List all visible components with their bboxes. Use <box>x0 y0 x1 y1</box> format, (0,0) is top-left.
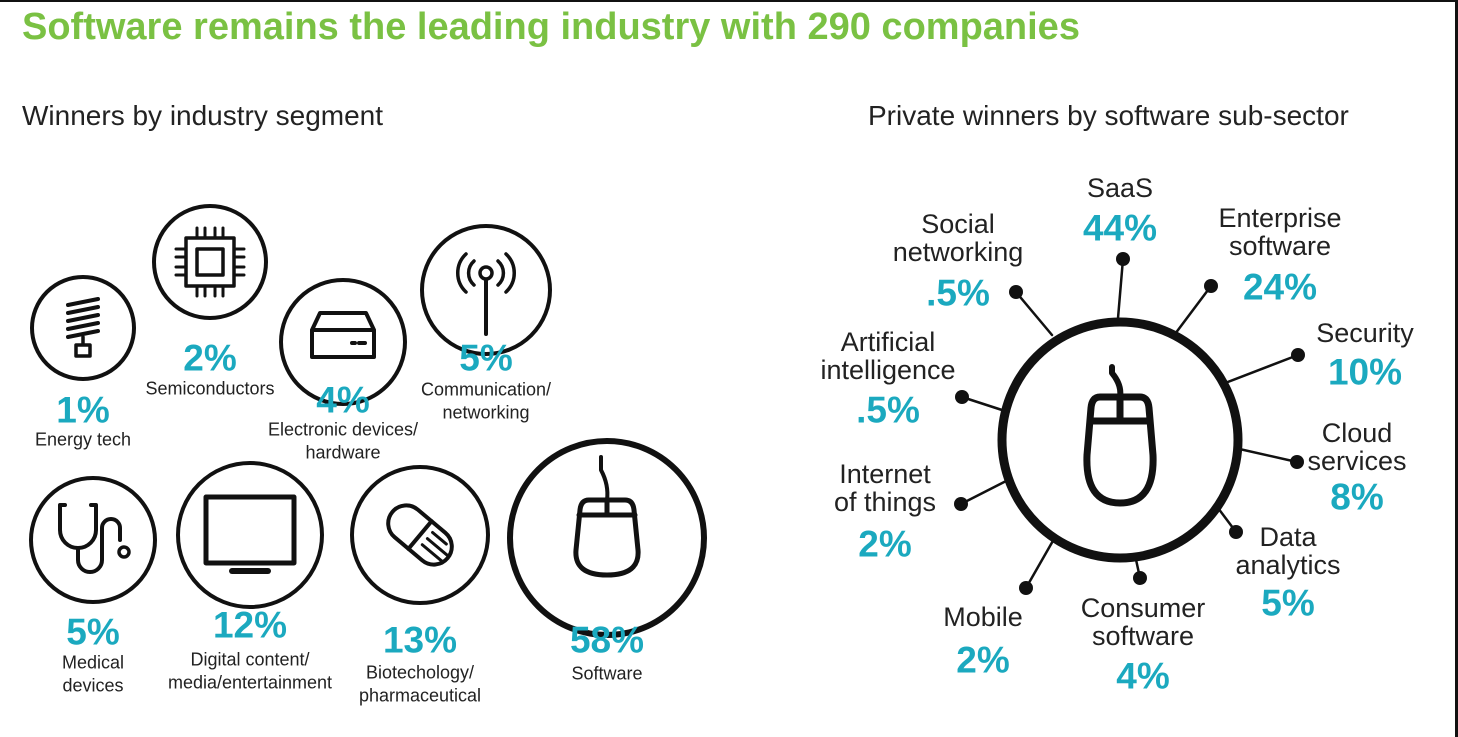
spoke-dot <box>1204 279 1218 293</box>
subsector-label: intelligence <box>820 355 956 385</box>
subsector-label: Social <box>921 209 995 239</box>
subsector-label: Security <box>1316 318 1414 348</box>
segment-label: Semiconductors <box>145 378 275 399</box>
segment-label: networking <box>442 402 530 423</box>
spoke-dot <box>1019 581 1033 595</box>
subsector-percent: .5% <box>926 272 990 314</box>
subsector-percent: 44% <box>1082 207 1158 249</box>
subsector-label: software <box>1091 621 1195 651</box>
segment-percent: 4% <box>316 379 370 421</box>
segment-percent: 58% <box>569 619 645 661</box>
spoke-dot <box>1116 252 1130 266</box>
segment-label: Biotechology/ <box>365 662 475 683</box>
subsector-percent: 8% <box>1330 476 1384 518</box>
spoke-line <box>1233 446 1299 464</box>
subsector-label: analytics <box>1235 550 1341 580</box>
subsector-label: Internet <box>839 459 931 489</box>
subsector-label: services <box>1307 446 1407 476</box>
spoke-line <box>1170 284 1213 340</box>
mouse-icon <box>507 438 707 638</box>
segment-percent: 5% <box>459 337 513 379</box>
segment-label: Energy tech <box>34 429 132 450</box>
segment-percent: 13% <box>382 619 458 661</box>
subsector-label: networking <box>892 237 1024 267</box>
segment-percent: 5% <box>66 611 120 653</box>
spoke-line <box>960 395 1004 412</box>
frame-border-right <box>1455 0 1458 737</box>
subsector-percent: .5% <box>856 389 920 431</box>
spoke-dot <box>1290 455 1304 469</box>
mouse-icon <box>1083 364 1157 507</box>
right-chart-title: Private winners by software sub-sector <box>868 100 1349 131</box>
pill-icon <box>350 465 490 605</box>
spoke-line <box>1218 353 1300 387</box>
segment-label: devices <box>62 675 124 696</box>
spoke-dot <box>1133 571 1147 585</box>
segment-percent: 1% <box>56 389 110 431</box>
subsector-percent: 24% <box>1242 266 1318 308</box>
spoke-line <box>1014 290 1054 337</box>
segment-percent: 12% <box>212 604 288 646</box>
subsector-label: SaaS <box>1086 173 1154 203</box>
subsector-label: of things <box>833 487 937 517</box>
subsector-label: Enterprise <box>1218 203 1342 233</box>
spoke-dot <box>1009 285 1023 299</box>
subsector-percent: 5% <box>1261 582 1315 624</box>
segment-label: Medical <box>61 652 125 673</box>
subsector-percent: 2% <box>956 639 1010 681</box>
subsector-label: Consumer <box>1080 593 1206 623</box>
stethoscope-icon <box>29 476 157 604</box>
monitor-icon <box>176 461 324 609</box>
hard-drive-icon <box>279 278 407 406</box>
spoke-dot <box>1229 525 1243 539</box>
subsector-label: Artificial <box>840 327 936 357</box>
light-bulb-icon <box>30 275 136 381</box>
segment-label: Electronic devices/ <box>267 419 419 440</box>
segment-label: hardware <box>305 442 381 463</box>
spoke-line <box>959 476 1014 506</box>
segment-label: Communication/ <box>420 379 552 400</box>
subsector-label: software <box>1228 231 1332 261</box>
left-chart-title: Winners by industry segment <box>22 100 384 131</box>
subsector-label: Mobile <box>943 602 1023 632</box>
subsector-percent: 2% <box>858 523 912 565</box>
spoke-dot <box>954 497 968 511</box>
subsector-percent: 10% <box>1327 351 1403 393</box>
segment-label: Digital content/ <box>190 649 310 670</box>
antenna-icon <box>420 224 552 356</box>
spoke-dot <box>955 390 969 404</box>
segment-label: media/entertainment <box>167 672 333 693</box>
chip-icon <box>152 204 268 320</box>
subsector-label: Cloud <box>1321 418 1393 448</box>
segment-percent: 2% <box>183 337 237 379</box>
segment-label: Software <box>571 663 643 684</box>
subsector-label: Data <box>1259 522 1317 552</box>
segment-label: pharmaceutical <box>358 685 482 706</box>
spoke-dot <box>1291 348 1305 362</box>
software-subsector-hub <box>954 252 1305 595</box>
frame-border-top <box>0 0 1458 2</box>
page-title: Software remains the leading industry wi… <box>22 6 1080 48</box>
subsector-percent: 4% <box>1116 655 1170 697</box>
